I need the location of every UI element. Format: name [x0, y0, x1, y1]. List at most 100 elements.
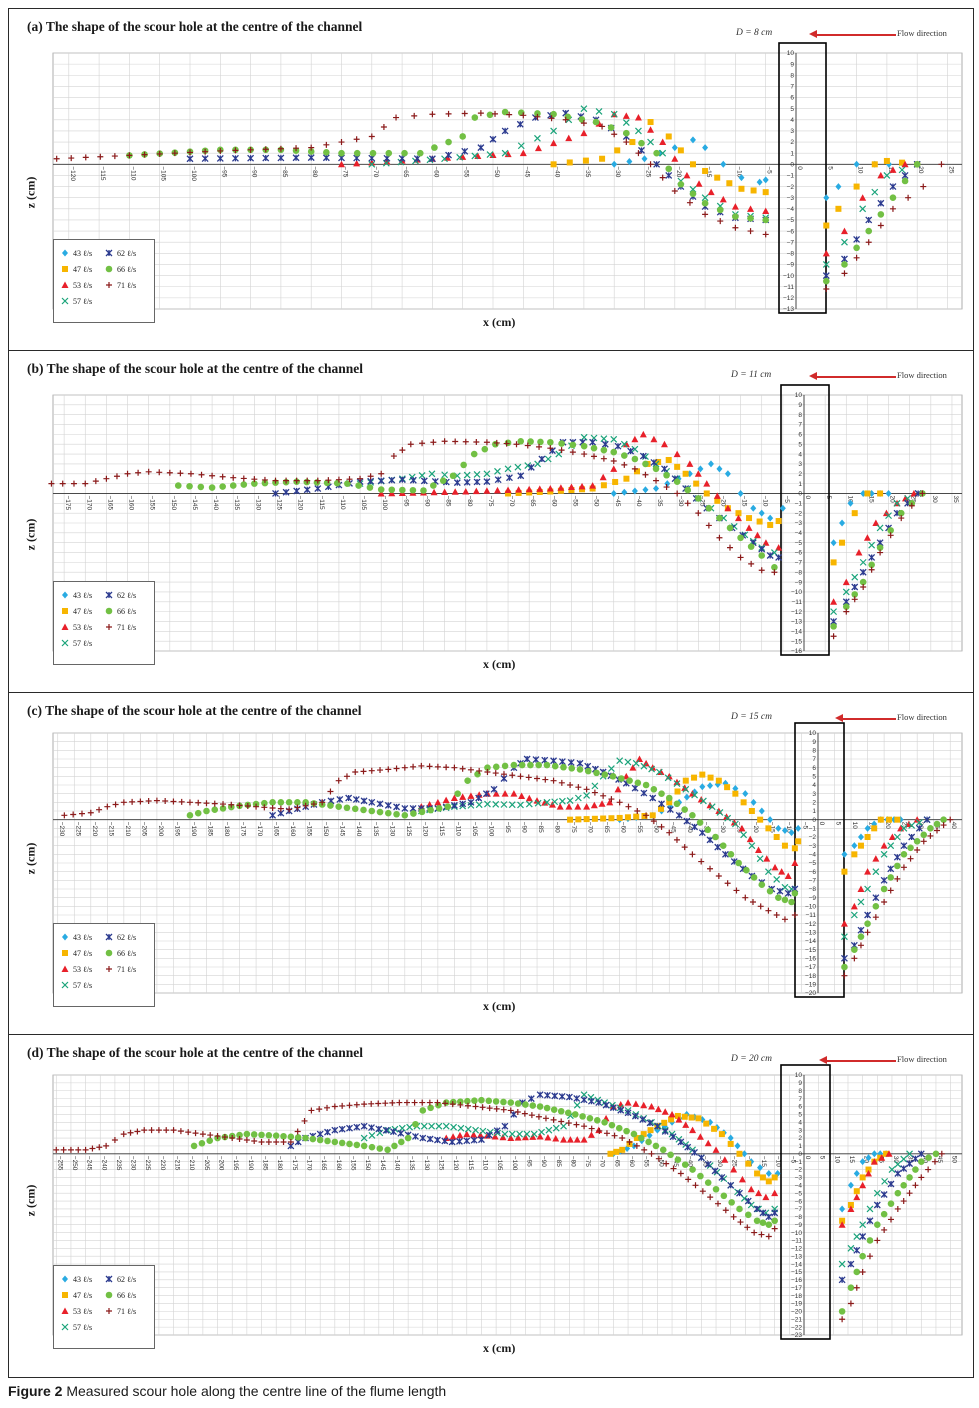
gridlines: [53, 1074, 962, 1336]
data-point: [514, 1100, 522, 1107]
y-tick-label: 1: [798, 481, 802, 488]
data-point: [435, 1122, 443, 1130]
x-tick-label: −235: [115, 1156, 122, 1171]
data-point: [697, 1172, 704, 1180]
legend-label: 53 ℓ/s: [73, 1306, 93, 1316]
data-point: [506, 111, 513, 118]
data-point: [674, 1156, 682, 1163]
x-tick-label: −5: [766, 166, 773, 174]
data-point: [574, 794, 582, 802]
legend: 43 ℓ/s 47 ℓ/s 53 ℓ/s 57 ℓ/s 62 ℓ/s 66 ℓ/s 71 ℓ…: [53, 581, 155, 665]
data-point: [661, 1128, 669, 1135]
data-point: [335, 803, 343, 810]
data-point: [764, 868, 772, 876]
data-point: [840, 920, 848, 927]
data-point: [352, 795, 360, 803]
flow-direction-label: Flow direction: [897, 370, 947, 380]
data-point: [576, 766, 584, 773]
data-point: [519, 149, 527, 157]
data-point: [791, 890, 799, 897]
data-point: [476, 767, 483, 774]
data-point: [673, 778, 681, 786]
data-point: [536, 485, 544, 492]
data-point: [747, 228, 754, 235]
x-axis-label: x (cm): [483, 315, 516, 329]
data-point: [647, 138, 654, 146]
data-point: [838, 1221, 846, 1228]
data-point: [830, 633, 837, 640]
x-tick-label: −105: [496, 1156, 503, 1171]
data-point: [877, 222, 884, 229]
data-point: [60, 1146, 67, 1153]
data-point: [731, 820, 739, 828]
data-point: [367, 473, 374, 480]
data-point: [293, 477, 300, 484]
data-point: [473, 439, 480, 446]
x-tick-label: −145: [191, 495, 198, 510]
flow-arrow-icon: [809, 373, 896, 379]
y-tick-label: −4: [787, 206, 795, 213]
data-point: [547, 438, 554, 446]
x-tick-label: −190: [190, 822, 197, 837]
data-point: [781, 842, 788, 849]
data-point: [698, 829, 706, 837]
data-point: [624, 1099, 632, 1106]
data-point: [401, 812, 409, 819]
legend-marker: [62, 608, 68, 614]
data-point: [600, 446, 608, 454]
data-point: [240, 475, 247, 482]
data-point: [129, 798, 136, 805]
data-point: [463, 471, 471, 479]
data-point: [206, 1137, 214, 1144]
plot-area: [52, 1074, 963, 1336]
y-axis-label: z (cm): [23, 176, 38, 209]
panel-d: (d) The shape of the scour hole at the c…: [8, 1034, 974, 1378]
data-point: [584, 767, 592, 775]
data-point: [525, 794, 533, 802]
data-point: [868, 541, 876, 549]
data-point: [517, 437, 525, 445]
data-point: [716, 514, 723, 522]
data-point: [842, 603, 850, 610]
data-point: [671, 155, 679, 162]
data-point: [590, 801, 598, 809]
legend-entry: 43 ℓ/s: [60, 248, 92, 258]
data-point: [338, 1139, 346, 1147]
data-point: [444, 803, 452, 810]
x-tick-label: −10: [775, 1156, 782, 1167]
data-point: [96, 1144, 103, 1151]
x-tick-label: −215: [107, 822, 114, 837]
y-tick-label: −7: [787, 239, 795, 246]
legend-marker: [62, 266, 68, 272]
data-point: [569, 441, 577, 449]
data-point: [872, 519, 880, 526]
x-tick-label: 25: [901, 822, 908, 830]
data-point: [920, 183, 927, 190]
data-point: [583, 791, 591, 799]
data-point: [251, 476, 258, 483]
data-point: [536, 1132, 544, 1140]
data-point: [767, 521, 774, 528]
data-point: [368, 767, 375, 774]
data-point: [141, 1127, 148, 1134]
data-point: [847, 1244, 855, 1252]
data-point: [915, 824, 923, 832]
y-tick-label: −3: [795, 1175, 803, 1182]
data-point: [486, 111, 494, 119]
series-66-ls: [174, 437, 926, 630]
data-point: [377, 477, 385, 485]
data-point: [609, 773, 617, 780]
data-point: [887, 874, 895, 881]
data-point: [336, 795, 344, 803]
x-tick-label: −110: [339, 495, 346, 510]
data-point: [207, 1132, 214, 1139]
data-point: [515, 486, 523, 493]
data-point: [864, 824, 871, 832]
data-point: [750, 187, 757, 194]
x-tick-label: −70: [372, 166, 379, 177]
data-point: [853, 160, 860, 168]
x-tick-label: 35: [952, 495, 959, 503]
legend: 43 ℓ/s 47 ℓ/s 53 ℓ/s 57 ℓ/s 62 ℓ/s 66 ℓ/s 71 ℓ…: [53, 1265, 155, 1349]
data-point: [500, 771, 507, 778]
y-tick-label: 5: [790, 106, 794, 113]
